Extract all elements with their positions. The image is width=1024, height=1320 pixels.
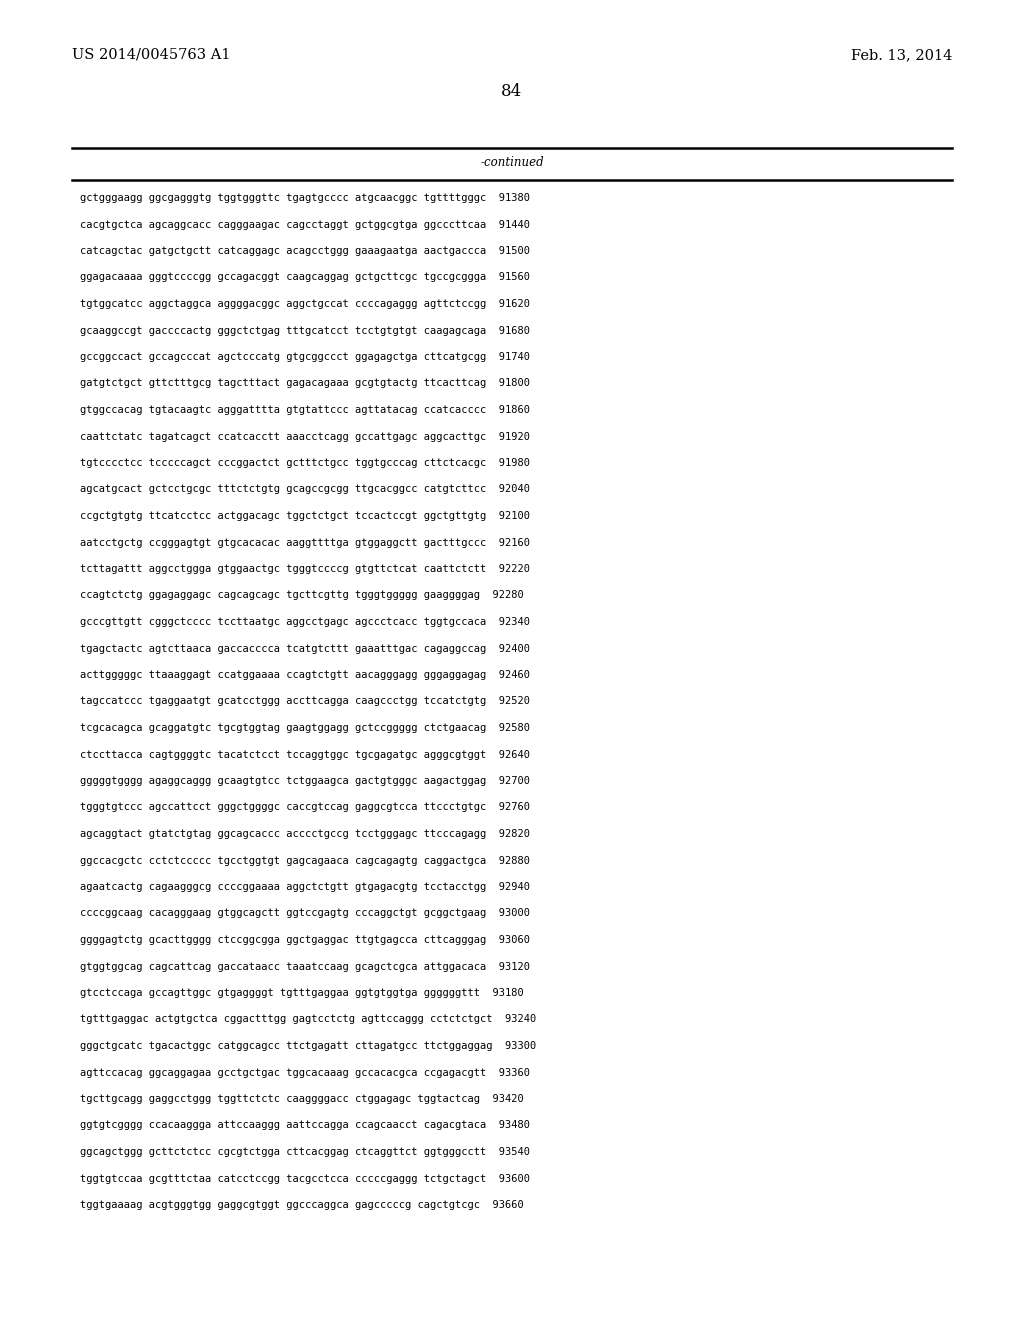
Text: tcttagattt aggcctggga gtggaactgc tgggtccccg gtgttctcat caattctctt  92220: tcttagattt aggcctggga gtggaactgc tgggtcc… <box>80 564 530 574</box>
Text: ggggagtctg gcacttgggg ctccggcgga ggctgaggac ttgtgagcca cttcagggag  93060: ggggagtctg gcacttgggg ctccggcgga ggctgag… <box>80 935 530 945</box>
Text: gggctgcatc tgacactggc catggcagcc ttctgagatt cttagatgcc ttctggaggag  93300: gggctgcatc tgacactggc catggcagcc ttctgag… <box>80 1041 537 1051</box>
Text: ggcagctggg gcttctctcc cgcgtctgga cttcacggag ctcaggttct ggtgggcctt  93540: ggcagctggg gcttctctcc cgcgtctgga cttcacg… <box>80 1147 530 1158</box>
Text: gccggccact gccagcccat agctcccatg gtgcggccct ggagagctga cttcatgcgg  91740: gccggccact gccagcccat agctcccatg gtgcggc… <box>80 352 530 362</box>
Text: catcagctac gatgctgctt catcaggagc acagcctggg gaaagaatga aactgaccca  91500: catcagctac gatgctgctt catcaggagc acagcct… <box>80 246 530 256</box>
Text: ccagtctctg ggagaggagc cagcagcagc tgcttcgttg tgggtggggg gaaggggag  92280: ccagtctctg ggagaggagc cagcagcagc tgcttcg… <box>80 590 523 601</box>
Text: tggtgtccaa gcgtttctaa catcctccgg tacgcctcca cccccgaggg tctgctagct  93600: tggtgtccaa gcgtttctaa catcctccgg tacgcct… <box>80 1173 530 1184</box>
Text: gtggtggcag cagcattcag gaccataacc taaatccaag gcagctcgca attggacaca  93120: gtggtggcag cagcattcag gaccataacc taaatcc… <box>80 961 530 972</box>
Text: tggtgaaaag acgtgggtgg gaggcgtggt ggcccaggca gagcccccg cagctgtcgc  93660: tggtgaaaag acgtgggtgg gaggcgtggt ggcccag… <box>80 1200 523 1210</box>
Text: agaatcactg cagaagggcg ccccggaaaa aggctctgtt gtgagacgtg tcctacctgg  92940: agaatcactg cagaagggcg ccccggaaaa aggctct… <box>80 882 530 892</box>
Text: gatgtctgct gttctttgcg tagctttact gagacagaaa gcgtgtactg ttcacttcag  91800: gatgtctgct gttctttgcg tagctttact gagacag… <box>80 379 530 388</box>
Text: agcatgcact gctcctgcgc tttctctgtg gcagccgcgg ttgcacggcc catgtcttcc  92040: agcatgcact gctcctgcgc tttctctgtg gcagccg… <box>80 484 530 495</box>
Text: tgcttgcagg gaggcctggg tggttctctc caaggggacc ctggagagc tggtactcag  93420: tgcttgcagg gaggcctggg tggttctctc caagggg… <box>80 1094 523 1104</box>
Text: tgtttgaggac actgtgctca cggactttgg gagtcctctg agttccaggg cctctctgct  93240: tgtttgaggac actgtgctca cggactttgg gagtcc… <box>80 1015 537 1024</box>
Text: ggccacgctc cctctccccc tgcctggtgt gagcagaaca cagcagagtg caggactgca  92880: ggccacgctc cctctccccc tgcctggtgt gagcaga… <box>80 855 530 866</box>
Text: tgtcccctcc tcccccagct cccggactct gctttctgcc tggtgcccag cttctcacgc  91980: tgtcccctcc tcccccagct cccggactct gctttct… <box>80 458 530 469</box>
Text: gtcctccaga gccagttggc gtgaggggt tgtttgaggaa ggtgtggtga ggggggttt  93180: gtcctccaga gccagttggc gtgaggggt tgtttgag… <box>80 987 523 998</box>
Text: ctccttacca cagtggggtc tacatctcct tccaggtggc tgcgagatgc agggcgtggt  92640: ctccttacca cagtggggtc tacatctcct tccaggt… <box>80 750 530 759</box>
Text: gctgggaagg ggcgagggtg tggtgggttc tgagtgcccc atgcaacggc tgttttgggc  91380: gctgggaagg ggcgagggtg tggtgggttc tgagtgc… <box>80 193 530 203</box>
Text: gggggtgggg agaggcaggg gcaagtgtcc tctggaagca gactgtgggc aagactggag  92700: gggggtgggg agaggcaggg gcaagtgtcc tctggaa… <box>80 776 530 785</box>
Text: ggagacaaaa gggtccccgg gccagacggt caagcaggag gctgcttcgc tgccgcggga  91560: ggagacaaaa gggtccccgg gccagacggt caagcag… <box>80 272 530 282</box>
Text: gcccgttgtt cgggctcccc tccttaatgc aggcctgagc agccctcacc tggtgccaca  92340: gcccgttgtt cgggctcccc tccttaatgc aggcctg… <box>80 616 530 627</box>
Text: tcgcacagca gcaggatgtc tgcgtggtag gaagtggagg gctccggggg ctctgaacag  92580: tcgcacagca gcaggatgtc tgcgtggtag gaagtgg… <box>80 723 530 733</box>
Text: Feb. 13, 2014: Feb. 13, 2014 <box>851 48 952 62</box>
Text: acttgggggc ttaaaggagt ccatggaaaa ccagtctgtt aacagggagg gggaggagag  92460: acttgggggc ttaaaggagt ccatggaaaa ccagtct… <box>80 671 530 680</box>
Text: gtggccacag tgtacaagtc agggatttta gtgtattccc agttatacag ccatcacccc  91860: gtggccacag tgtacaagtc agggatttta gtgtatt… <box>80 405 530 414</box>
Text: ccgctgtgtg ttcatcctcc actggacagc tggctctgct tccactccgt ggctgttgtg  92100: ccgctgtgtg ttcatcctcc actggacagc tggctct… <box>80 511 530 521</box>
Text: ggtgtcgggg ccacaaggga attccaaggg aattccagga ccagcaacct cagacgtaca  93480: ggtgtcgggg ccacaaggga attccaaggg aattcca… <box>80 1121 530 1130</box>
Text: 84: 84 <box>502 83 522 100</box>
Text: caattctatc tagatcagct ccatcacctt aaacctcagg gccattgagc aggcacttgc  91920: caattctatc tagatcagct ccatcacctt aaacctc… <box>80 432 530 441</box>
Text: agcaggtact gtatctgtag ggcagcaccc acccctgccg tcctgggagc ttcccagagg  92820: agcaggtact gtatctgtag ggcagcaccc acccctg… <box>80 829 530 840</box>
Text: tagccatccc tgaggaatgt gcatcctggg accttcagga caagccctgg tccatctgtg  92520: tagccatccc tgaggaatgt gcatcctggg accttca… <box>80 697 530 706</box>
Text: US 2014/0045763 A1: US 2014/0045763 A1 <box>72 48 230 62</box>
Text: -continued: -continued <box>480 157 544 169</box>
Text: agttccacag ggcaggagaa gcctgctgac tggcacaaag gccacacgca ccgagacgtt  93360: agttccacag ggcaggagaa gcctgctgac tggcaca… <box>80 1068 530 1077</box>
Text: tgagctactc agtcttaaca gaccacccca tcatgtcttt gaaatttgac cagaggccag  92400: tgagctactc agtcttaaca gaccacccca tcatgtc… <box>80 644 530 653</box>
Text: gcaaggccgt gaccccactg gggctctgag tttgcatcct tcctgtgtgt caagagcaga  91680: gcaaggccgt gaccccactg gggctctgag tttgcat… <box>80 326 530 335</box>
Text: aatcctgctg ccgggagtgt gtgcacacac aaggttttga gtggaggctt gactttgccc  92160: aatcctgctg ccgggagtgt gtgcacacac aaggttt… <box>80 537 530 548</box>
Text: tgtggcatcc aggctaggca aggggacggc aggctgccat ccccagaggg agttctccgg  91620: tgtggcatcc aggctaggca aggggacggc aggctgc… <box>80 300 530 309</box>
Text: ccccggcaag cacagggaag gtggcagctt ggtccgagtg cccaggctgt gcggctgaag  93000: ccccggcaag cacagggaag gtggcagctt ggtccga… <box>80 908 530 919</box>
Text: cacgtgctca agcaggcacc cagggaagac cagcctaggt gctggcgtga ggcccttcaa  91440: cacgtgctca agcaggcacc cagggaagac cagccta… <box>80 219 530 230</box>
Text: tgggtgtccc agccattcct gggctggggc caccgtccag gaggcgtcca ttccctgtgc  92760: tgggtgtccc agccattcct gggctggggc caccgtc… <box>80 803 530 813</box>
